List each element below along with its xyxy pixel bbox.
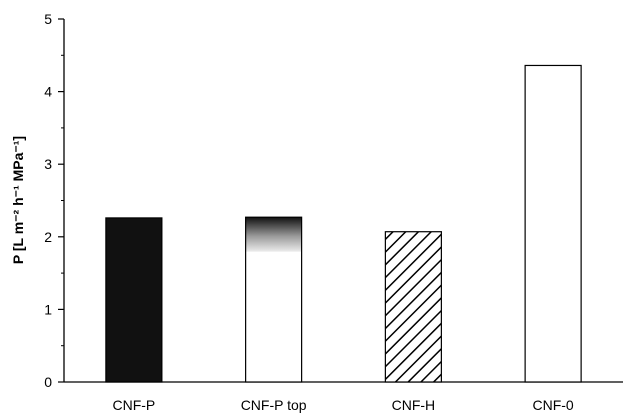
bars [105,64,582,383]
bar-cnf-p-top [245,216,303,383]
bar-cnf-p [105,217,163,383]
x-category-label: CNF-P top [241,397,307,413]
bar-cnf-p-top-gradient [245,217,302,252]
y-tick-label: 1 [44,301,52,317]
y-tick-label: 4 [44,84,52,100]
x-category-label: CNF-P [112,397,155,413]
bar-cnf-h [384,231,442,383]
bar-cnf-0 [524,64,582,383]
y-tick-label: 0 [44,374,52,390]
x-category-label: CNF-0 [533,397,574,413]
y-tick-label: 2 [44,229,52,245]
category-labels: CNF-P CNF-P top CNF-H CNF-0 [112,397,573,413]
x-category-label: CNF-H [392,397,436,413]
y-tick-label: 5 [44,11,52,27]
y-axis-title: P [L m⁻² h⁻¹ MPa⁻¹] [10,136,26,264]
y-axis: 0 1 2 3 4 5 [44,11,65,390]
y-tick-label: 3 [44,156,52,172]
